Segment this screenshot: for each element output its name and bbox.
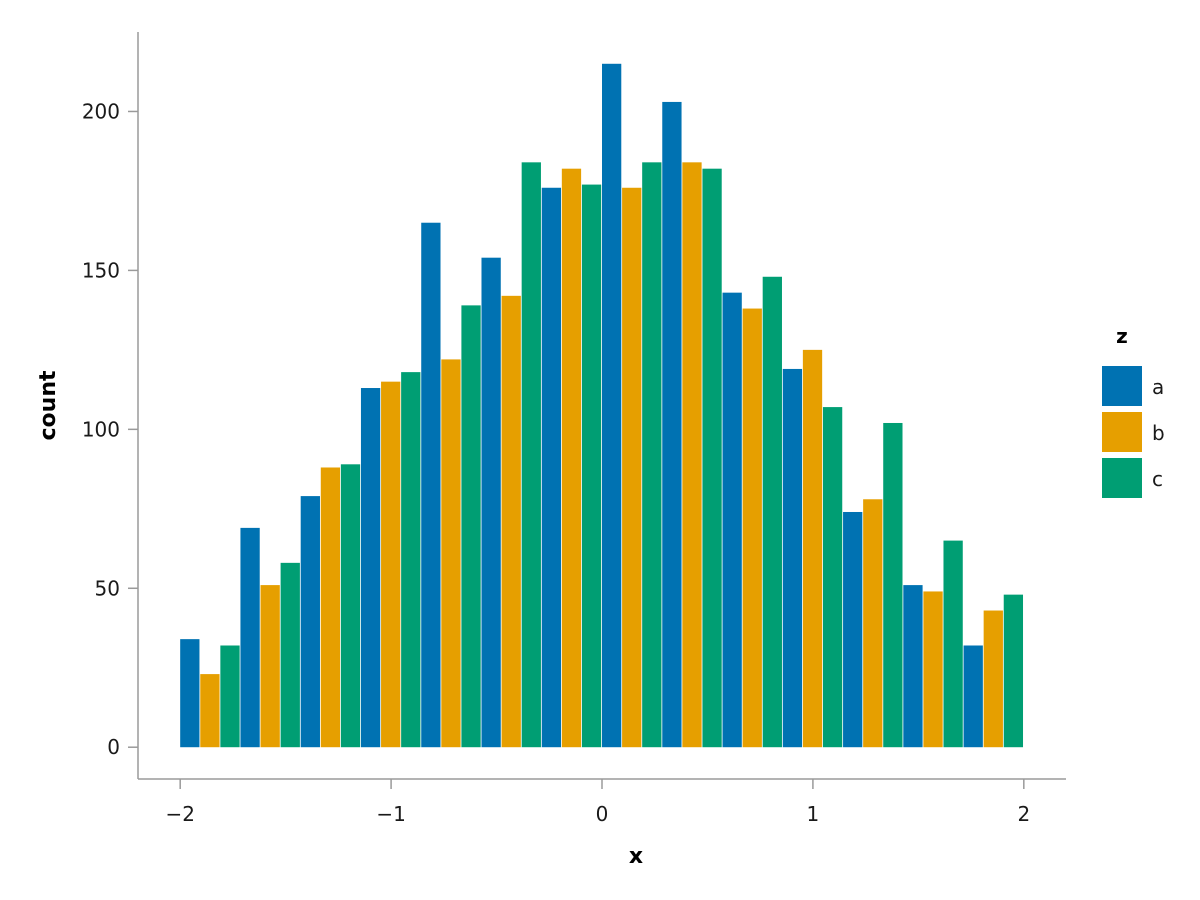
legend-label-b: b: [1152, 421, 1165, 445]
x-tick-label: −2: [165, 802, 194, 826]
y-tick-label: 100: [82, 417, 120, 441]
bar-b-12: [923, 591, 943, 748]
bar-a-7: [602, 63, 622, 748]
y-axis-title: count: [36, 370, 61, 440]
bar-c-9: [762, 276, 782, 748]
legend-swatch-c: [1102, 458, 1142, 498]
bar-a-12: [903, 585, 923, 748]
legend-label-a: a: [1152, 375, 1164, 399]
x-axis-ticks: −2 −1 0 1 2: [165, 779, 1030, 826]
bar-b-13: [983, 610, 1003, 748]
x-axis-title: x: [629, 844, 643, 869]
bar-a-5: [481, 257, 501, 748]
bar-a-3: [360, 388, 381, 748]
bar-b-4: [441, 359, 461, 748]
bars-group: [180, 63, 1024, 748]
bar-b-5: [501, 295, 521, 748]
bar-a-4: [421, 222, 441, 748]
bar-c-12: [943, 540, 963, 748]
bar-b-0: [200, 674, 220, 748]
bar-c-11: [883, 422, 903, 748]
bar-a-0: [180, 639, 200, 748]
bar-b-1: [260, 585, 280, 748]
bar-a-2: [300, 496, 320, 748]
bar-b-7: [622, 187, 642, 748]
x-tick-label: 2: [1017, 802, 1030, 826]
y-tick-label: 200: [82, 99, 120, 123]
bar-c-5: [521, 162, 541, 748]
bar-c-4: [461, 305, 481, 748]
bar-a-13: [963, 645, 983, 748]
bar-c-1: [280, 562, 300, 748]
bar-c-13: [1003, 594, 1024, 748]
bar-a-8: [662, 101, 682, 748]
bar-c-7: [642, 162, 662, 748]
x-tick-label: 1: [807, 802, 820, 826]
bar-a-6: [541, 187, 562, 748]
legend-label-c: c: [1152, 467, 1163, 491]
bar-a-1: [240, 527, 260, 748]
legend-swatch-a: [1102, 366, 1142, 406]
y-axis-ticks: 0 50 100 150 200: [82, 99, 138, 759]
bar-c-6: [581, 184, 602, 748]
bar-a-9: [722, 292, 742, 748]
bar-b-6: [561, 168, 582, 748]
y-tick-label: 50: [95, 576, 120, 600]
bar-b-2: [320, 467, 341, 748]
x-tick-label: −1: [376, 802, 405, 826]
bar-a-11: [843, 511, 863, 748]
bar-c-10: [822, 407, 843, 748]
bar-c-0: [220, 645, 240, 748]
legend: z abc: [1102, 324, 1165, 498]
bar-b-3: [381, 381, 401, 748]
bar-b-11: [863, 499, 883, 748]
legend-title: z: [1116, 324, 1128, 348]
bar-b-8: [682, 162, 702, 748]
bar-c-8: [702, 168, 722, 748]
bar-c-2: [340, 464, 361, 748]
bar-a-10: [782, 368, 803, 748]
bar-c-3: [401, 372, 421, 748]
x-tick-label: 0: [596, 802, 609, 826]
legend-swatch-b: [1102, 412, 1142, 452]
y-tick-label: 150: [82, 258, 120, 282]
bar-b-10: [802, 349, 823, 748]
y-tick-label: 0: [107, 735, 120, 759]
bar-b-9: [742, 308, 762, 748]
